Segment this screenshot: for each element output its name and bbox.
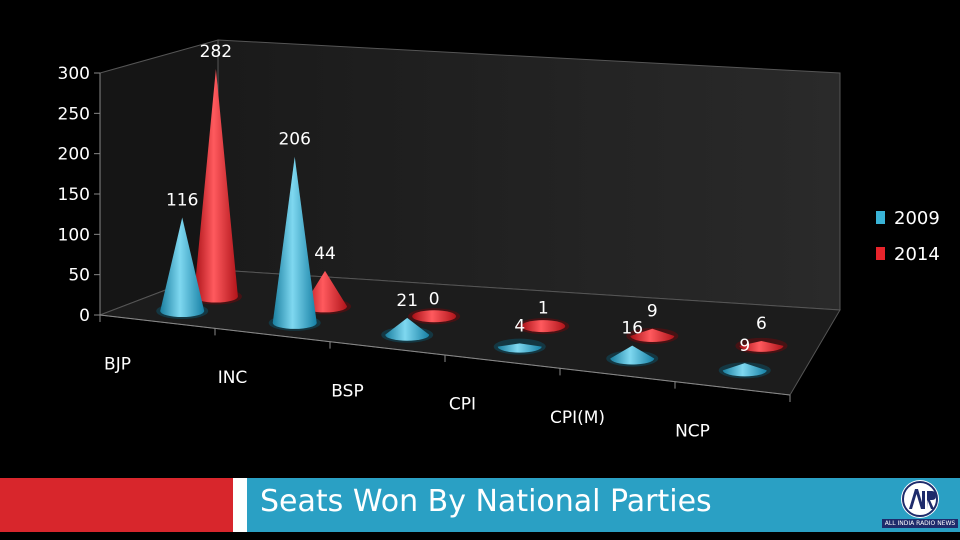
x-axis: BJP INC BSP CPI CPI(M) NCP	[99, 314, 791, 441]
x-category-label: BSP	[331, 381, 363, 401]
footer-red-block	[0, 478, 233, 532]
cone-2009-label: 16	[621, 319, 643, 339]
cone-2014	[412, 310, 457, 323]
y-tick-label: 200	[58, 145, 90, 165]
cone-2014-label: 9	[647, 302, 658, 322]
cone-2014-label: 282	[200, 42, 232, 62]
cone-2009-label: 206	[278, 130, 310, 150]
cone-2014	[630, 328, 675, 342]
cone-2009-label: 21	[396, 291, 418, 311]
legend-label-2009: 2009	[894, 208, 940, 229]
footer-divider	[233, 478, 247, 532]
chart: 0 50 100 150 200 250 300 BJP INC BSP CPI CPI(M) NCP…	[58, 39, 940, 441]
cone-2009-label: 4	[514, 316, 525, 336]
cone-2009	[722, 363, 767, 377]
cone-2014-label: 6	[756, 314, 767, 334]
x-category-label: CPI(M)	[550, 408, 605, 428]
cone-2009	[160, 217, 205, 318]
logo-caption: ALL INDIA RADIO NEWS	[882, 519, 958, 528]
y-axis: 0 50 100 150 200 250 300	[58, 64, 101, 326]
y-tick-label: 150	[58, 185, 90, 205]
y-tick-label: 100	[58, 225, 90, 245]
cone-2014-label: 44	[314, 244, 336, 264]
cone-2009-label: 116	[166, 190, 198, 210]
cone-2014-label: 1	[538, 298, 549, 318]
all-india-radio-logo: ALL INDIA RADIO NEWS	[882, 478, 958, 532]
x-category-label: NCP	[675, 421, 710, 441]
back-wall	[217, 39, 841, 311]
y-tick-label: 0	[79, 306, 90, 326]
cone-2009	[385, 317, 430, 341]
cone-2014	[739, 341, 784, 352]
x-category-label: INC	[218, 368, 248, 388]
cone-2014-label: 0	[429, 289, 440, 309]
cone-2014	[303, 270, 348, 313]
legend-swatch-2009	[876, 211, 885, 224]
x-category-label: CPI	[449, 395, 476, 415]
y-tick-label: 50	[68, 266, 90, 286]
cone-2009	[497, 343, 542, 353]
footer-blue-block	[247, 478, 960, 532]
legend: 2009 2014	[876, 208, 940, 265]
logo-emblem-icon	[901, 480, 939, 518]
cone-2009	[272, 156, 317, 329]
cone-2014	[521, 320, 566, 333]
cone-2014	[193, 69, 238, 303]
y-tick-label: 300	[58, 64, 90, 84]
legend-label-2014: 2014	[894, 244, 940, 265]
y-tick-label: 250	[58, 104, 90, 124]
legend-swatch-2014	[876, 247, 885, 260]
x-category-label: BJP	[104, 355, 131, 375]
slide-title: Seats Won By National Parties	[260, 484, 712, 519]
cone-2009	[610, 345, 655, 365]
cone-2009-label: 9	[739, 336, 750, 356]
footer-bar: Seats Won By National Parties ALL INDIA …	[0, 478, 960, 532]
